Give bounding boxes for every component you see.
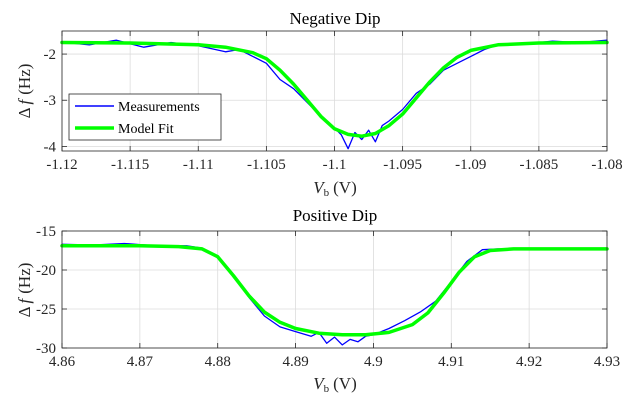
x-tick-label: -1.1 [323,157,347,173]
x-tick-label: 4.89 [282,354,308,370]
panel-negative-dip: Negative Dip -1.12 -1.115 -1.11 -1.105 -1.1-… [15,9,623,199]
y-tick-label: -25 [36,302,56,318]
x-axis-unit: (V) [333,374,357,393]
x-axis-sub: b [324,383,330,395]
legend-label-model-fit: Model Fit [118,122,174,137]
legend-label-measurements: Measurements [118,100,200,115]
x-tick-label: -1.09 [455,157,486,173]
series-measurements-line [61,39,608,150]
y-tick-label: -30 [36,341,56,357]
y-axis-delta: Δ [15,107,34,118]
x-tick-label: -1.12 [46,157,77,173]
x-tick-label: 4.92 [516,354,542,370]
y-axis-var: f [15,296,34,303]
title-negative-dip: Negative Dip [289,9,380,28]
legend-box [68,93,222,141]
x-tick-label: -1.105 [247,157,286,173]
axes-box-positive-dip [61,230,608,349]
x-tick-label: 4.88 [205,354,231,370]
y-axis-unit: (Hz) [15,263,34,294]
ticks-negative-dip: -1.12 -1.115 -1.11 -1.105 -1.1 -1.095 -1.09 -1.… [44,31,623,173]
y-tick-label: -15 [36,224,56,240]
x-tick-label: 4.87 [127,354,154,370]
series-model-fit-line [60,40,609,138]
y-axis-label-positive-dip: Δf (Hz) [15,263,34,318]
x-axis-var: V [313,374,326,393]
x-axis-var: V [313,178,326,197]
series-model-fit-line [60,244,609,337]
series-measurements-line [61,242,608,346]
panel-positive-dip: Positive Dip 4.86 4.87 4.88 4.89 4.9 4.91 4.92… [15,206,620,395]
x-tick-label: -1.085 [520,157,559,173]
ticks-positive-dip: 4.86 4.87 4.88 4.89 4.9 4.91 4.92 4.93 -30 -25 -20… [36,224,620,370]
y-tick-label: -20 [36,263,56,279]
x-axis-label-negative-dip: Vb (V) [313,178,357,199]
y-axis-delta: Δ [15,306,34,317]
y-axis-label-negative-dip: Δf (Hz) [15,64,34,119]
x-axis-unit: (V) [333,178,357,197]
x-tick-label: 4.9 [364,354,383,370]
plot-area-negative-dip [60,39,609,150]
x-tick-label: 4.91 [438,354,464,370]
y-tick-label: -2 [44,47,57,63]
x-axis-label-positive-dip: Vb (V) [313,374,357,395]
x-tick-label: 4.86 [49,354,76,370]
x-tick-label: -1.095 [383,157,422,173]
x-tick-label: -1.08 [591,157,622,173]
y-axis-var: f [15,97,34,104]
x-axis-sub: b [324,187,330,199]
plot-area-positive-dip [60,242,609,346]
y-tick-label: -3 [44,93,57,109]
x-tick-label: 4.93 [594,354,620,370]
y-axis-unit: (Hz) [15,64,34,95]
title-positive-dip: Positive Dip [293,206,378,225]
legend: Measurements Model Fit [68,93,222,141]
x-tick-label: -1.11 [183,157,214,173]
x-tick-label: -1.115 [111,157,149,173]
y-tick-label: -4 [44,139,57,155]
